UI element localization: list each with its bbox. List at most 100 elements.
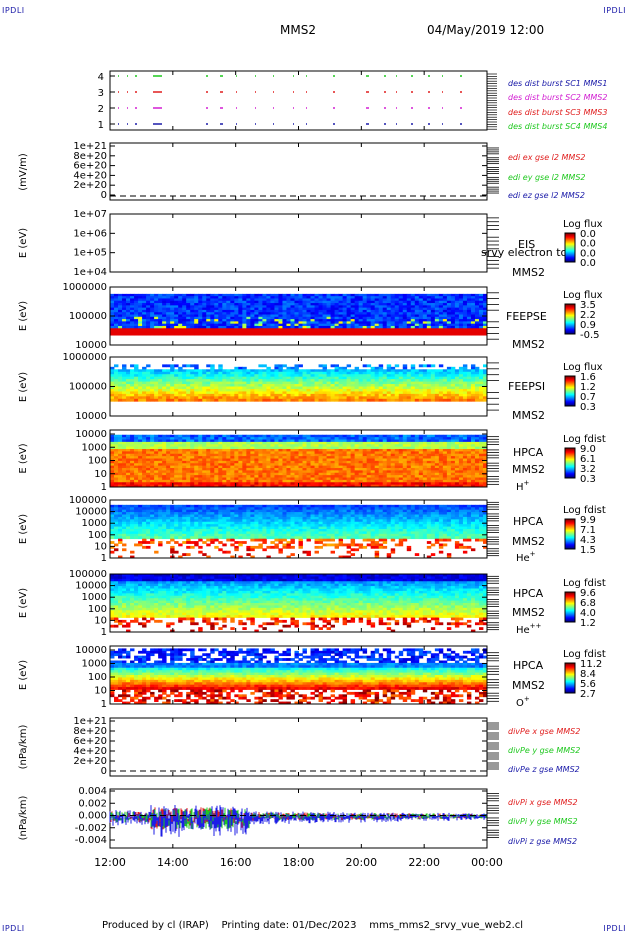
feepsi-colorbar-cell: [565, 387, 575, 389]
hpca-h-cell: [274, 439, 279, 443]
feepsi-cell: [282, 369, 287, 373]
hpca-h-cell: [130, 475, 135, 478]
feepsi-cell: [214, 381, 219, 385]
feepse-cell: [290, 330, 295, 334]
hpca-h-cell: [394, 468, 400, 471]
hpca-h-cell: [374, 434, 380, 438]
hpca-h-cell: [338, 475, 344, 478]
feepsi-cell: [202, 371, 207, 375]
hpca-h-cell: [134, 484, 139, 488]
feepsi-cell: [254, 396, 259, 400]
feepse-cell: [214, 300, 219, 304]
feepse-cell: [474, 323, 480, 327]
hpca-h-cell: [178, 449, 183, 452]
feepsi-cell: [426, 396, 432, 400]
hpca-h-cell: [214, 449, 219, 452]
feepsi-cell: [178, 371, 183, 375]
hpca-h-cell: [210, 434, 215, 438]
feepse-cell: [418, 316, 424, 320]
feepsi-cell: [402, 396, 408, 400]
feepsi-cell: [266, 369, 271, 373]
feepse-cell: [210, 325, 215, 329]
feepse-cell: [422, 314, 428, 318]
feepse-cell: [158, 298, 163, 302]
hpca-h-cell: [254, 458, 259, 462]
feepsi-cell: [238, 369, 243, 373]
hpca-h-cell: [134, 434, 139, 438]
feepse-cell: [206, 328, 211, 331]
feepsi-cell: [330, 371, 335, 375]
hpca-h-cell: [162, 434, 167, 438]
feepse-cell: [178, 319, 183, 322]
feepse-colorbar-cell: [565, 323, 575, 325]
hpca-h-cell: [126, 482, 131, 486]
feepsi-cell: [222, 374, 227, 378]
feepse-cell: [274, 328, 279, 331]
hpca-h-cell: [174, 470, 179, 474]
hpca-h-cell: [306, 434, 311, 438]
hpca-h-cell: [322, 463, 327, 467]
feepse-cell: [138, 309, 143, 313]
hpca-h-cell: [362, 434, 368, 438]
feepse-cell: [394, 293, 400, 297]
hpca-h-cell: [322, 437, 327, 440]
feepsi-cell: [386, 393, 392, 397]
hpca-h-cell: [334, 439, 340, 443]
feepse-cell: [362, 323, 368, 327]
hpca-h-cell: [118, 453, 123, 457]
feepsi-cell: [210, 388, 215, 392]
feepse-cell: [330, 325, 335, 329]
hpca-h-cell: [170, 458, 175, 462]
hpca-h-cell: [342, 465, 348, 469]
feepse-cell: [326, 319, 331, 322]
feepse-cell: [350, 296, 356, 299]
hpca-h-cell: [266, 437, 271, 440]
hpca-h-cell: [182, 484, 187, 488]
feepsi-cell: [314, 384, 319, 387]
feepse-cell: [266, 307, 271, 311]
feepse-cell: [282, 305, 287, 309]
hpca-h-cell: [182, 463, 187, 467]
feepsi-cell: [162, 388, 167, 392]
hpca-h-cell: [382, 437, 388, 440]
hpca-h-cell: [378, 446, 384, 450]
hpca-h-cell: [254, 479, 259, 483]
hpca-h-cell: [154, 444, 159, 448]
feepse-cell: [222, 321, 227, 325]
feepsi-cell: [206, 396, 211, 400]
feepsi-cell: [438, 396, 444, 400]
feepse-cell: [422, 319, 428, 322]
feepse-cell: [326, 303, 331, 306]
feepse-cell: [442, 330, 448, 334]
feepsi-cell: [374, 384, 380, 387]
feepse-cell: [414, 309, 420, 313]
feepse-cell: [230, 296, 235, 299]
feepsi-cell: [298, 369, 303, 373]
hpca-h-cell: [194, 477, 199, 481]
feepse-cell: [266, 332, 271, 336]
hpca-h-cell: [338, 479, 344, 483]
feepsi-cell: [182, 386, 187, 390]
feepse-cell: [162, 293, 167, 297]
feepse-cell: [138, 298, 143, 302]
feepsi-cell: [386, 398, 392, 402]
feepsi-cell: [138, 391, 143, 395]
hpca-h-cell: [386, 482, 392, 486]
hpca-h-cell: [310, 463, 315, 467]
feepsi-cell: [122, 391, 127, 395]
feepsi-cell: [178, 398, 183, 402]
feepse-cell: [278, 325, 283, 329]
feepsi-cell: [210, 366, 215, 370]
hpca-h-cell: [170, 468, 175, 471]
hpca-h-cell: [206, 458, 211, 462]
feepse-cell: [278, 316, 283, 320]
feepsi-cell: [170, 396, 175, 400]
feepsi-cell: [438, 379, 444, 382]
hpca-h-cell: [238, 449, 243, 452]
feepsi-cell: [210, 393, 215, 397]
feepse-cell: [198, 316, 203, 320]
feepsi-cell: [470, 371, 476, 375]
hpca-h-cell: [206, 472, 211, 476]
eis-colorbar-cell: [565, 259, 575, 261]
feepsi-cell: [342, 371, 348, 375]
